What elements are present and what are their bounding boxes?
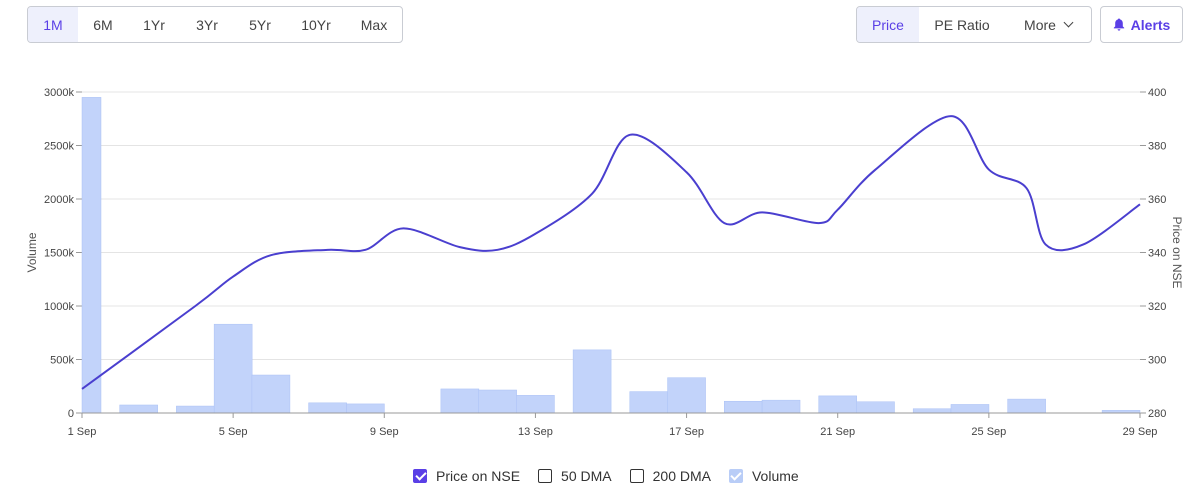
volume-bar <box>119 404 158 414</box>
legend-item-50-dma[interactable]: 50 DMA <box>538 468 612 484</box>
left-axis-tick-label: 2000k <box>44 194 74 206</box>
range-button-5yr[interactable]: 5Yr <box>249 16 271 33</box>
checkbox-unchecked-icon[interactable] <box>538 469 553 483</box>
volume-bar <box>950 404 990 414</box>
right-axis-tick-label: 380 <box>1148 141 1166 153</box>
legend-label: 200 DMA <box>652 468 711 484</box>
metric-button-more[interactable]: More <box>1005 7 1091 42</box>
range-button-6m[interactable]: 6M <box>93 16 113 33</box>
volume-bar <box>724 400 763 414</box>
left-axis-tick-label: 1500k <box>44 248 74 260</box>
volume-bar <box>912 408 952 414</box>
legend-item-price-on-nse[interactable]: Price on NSE <box>413 468 520 484</box>
x-axis-tick-label: 17 Sep <box>669 426 704 438</box>
volume-bar <box>346 403 385 414</box>
metric-label: More <box>1024 16 1056 33</box>
right-axis-tick-label: 280 <box>1148 408 1166 420</box>
x-axis-tick-label: 9 Sep <box>370 426 399 438</box>
x-axis-tick-label: 5 Sep <box>219 426 248 438</box>
checkbox-checked-icon[interactable] <box>413 469 427 483</box>
volume-bar <box>761 399 801 414</box>
volume-bar <box>818 395 857 414</box>
left-axis-tick-label: 2500k <box>44 141 74 153</box>
legend-item-200-dma[interactable]: 200 DMA <box>629 468 711 484</box>
left-axis-tick-label: 0 <box>68 408 74 420</box>
legend-label: Volume <box>751 468 799 484</box>
range-button-3yr[interactable]: 3Yr <box>196 16 218 33</box>
volume-bar <box>478 389 517 414</box>
x-axis-tick-label: 13 Sep <box>518 426 553 438</box>
price-volume-chart: 0 500k 1000k 1500k 2000k 2500k 3000k 280 300 320 3… <box>25 87 1184 438</box>
right-axis-title: Price on NSE <box>1170 216 1184 288</box>
x-axis-tick-label: 25 Sep <box>971 426 1006 438</box>
volume-bar <box>308 402 347 414</box>
volume-bar <box>440 388 480 414</box>
metric-selector: Price PE Ratio More <box>856 6 1092 43</box>
volume-bar <box>572 349 612 414</box>
price-line <box>81 115 1141 390</box>
checkbox-unchecked-icon[interactable] <box>629 469 644 483</box>
left-axis-title: Volume <box>25 232 39 272</box>
range-button-max[interactable]: Max <box>360 16 388 33</box>
volume-bar <box>667 377 706 414</box>
right-axis-tick-label: 400 <box>1148 87 1166 99</box>
left-axis-tick-label: 500k <box>50 355 74 367</box>
legend-label: 50 DMA <box>561 468 612 484</box>
chart-legend: Price on NSE 50 DMA 200 DMA Volume <box>413 468 817 484</box>
volume-bar <box>1007 398 1046 414</box>
volume-bar <box>629 391 669 414</box>
right-axis-tick-label: 340 <box>1148 248 1166 260</box>
left-axis-tick-label: 1000k <box>44 301 74 313</box>
x-axis-tick-label: 1 Sep <box>68 426 97 438</box>
range-button-1yr[interactable]: 1Yr <box>143 16 165 33</box>
metric-button-pe-ratio[interactable]: PE Ratio <box>919 7 1005 42</box>
alerts-label: Alerts <box>1130 16 1171 33</box>
range-button-10yr[interactable]: 10Yr <box>301 16 331 33</box>
legend-item-volume[interactable]: Volume <box>728 468 799 484</box>
checkbox-checked-icon[interactable] <box>728 469 743 483</box>
metric-label: Price <box>872 16 904 33</box>
left-axis-tick-label: 3000k <box>44 87 74 99</box>
right-axis-tick-label: 320 <box>1148 301 1166 313</box>
chevron-down-icon <box>1063 17 1074 28</box>
volume-bar <box>176 405 215 414</box>
right-axis-tick-label: 360 <box>1148 194 1166 206</box>
right-axis-tick-label: 300 <box>1148 355 1166 367</box>
time-range-selector: 1M 6M 1Yr 3Yr 5Yr 10Yr Max <box>27 6 403 43</box>
metric-button-price[interactable]: Price <box>857 7 919 42</box>
volume-bar <box>81 97 102 414</box>
x-axis-tick-label: 21 Sep <box>820 426 855 438</box>
volume-bar <box>251 374 291 414</box>
alerts-button[interactable]: Alerts <box>1100 6 1183 43</box>
range-button-1m[interactable]: 1M <box>28 7 78 42</box>
volume-bar <box>516 395 555 414</box>
volume-bar <box>856 401 895 414</box>
metric-label: PE Ratio <box>934 16 990 33</box>
x-axis-tick-label: 29 Sep <box>1123 426 1158 438</box>
legend-label: Price on NSE <box>436 468 521 484</box>
volume-bar <box>213 323 253 414</box>
bell-icon <box>1113 18 1124 31</box>
